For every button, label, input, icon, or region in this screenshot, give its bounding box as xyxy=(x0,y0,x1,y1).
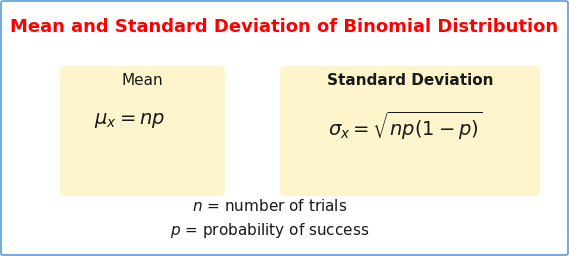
Text: $\sigma_x = \sqrt{np(1-p)}$: $\sigma_x = \sqrt{np(1-p)}$ xyxy=(328,110,483,142)
Text: $p$ = probability of success: $p$ = probability of success xyxy=(170,221,370,240)
FancyBboxPatch shape xyxy=(60,66,225,196)
Text: $\mu_x = np$: $\mu_x = np$ xyxy=(94,112,166,131)
Text: Standard Deviation: Standard Deviation xyxy=(327,73,493,88)
Text: Mean: Mean xyxy=(121,73,163,88)
Text: Mean and Standard Deviation of Binomial Distribution: Mean and Standard Deviation of Binomial … xyxy=(10,18,558,36)
Text: $n$ = number of trials: $n$ = number of trials xyxy=(192,198,348,214)
FancyBboxPatch shape xyxy=(280,66,540,196)
